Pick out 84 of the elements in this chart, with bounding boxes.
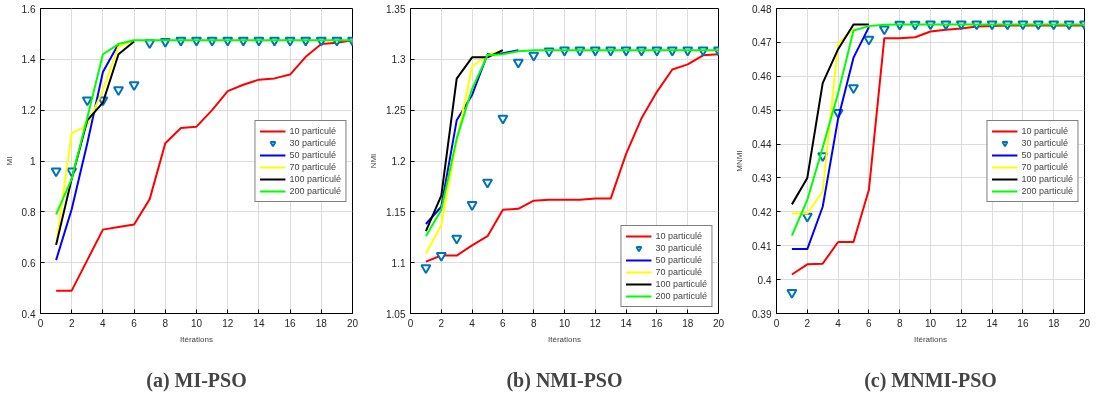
legend-label: 200 particulé: [1021, 184, 1073, 197]
x-tick-label: 18: [682, 317, 694, 329]
y-tick-label: 1.15: [386, 206, 406, 218]
x-tick-label: 12: [955, 317, 968, 329]
legend-label: 50 particulé: [289, 148, 336, 161]
y-tick-label: 0.47: [752, 37, 772, 49]
x-tick-label: 0: [773, 317, 780, 329]
legend-label: 10 particulé: [289, 124, 336, 137]
x-tick-label: 16: [1017, 317, 1029, 329]
legend-label: 30 particulé: [655, 242, 702, 254]
y-tick-label: 1.35: [386, 3, 406, 15]
legend-label: 10 particulé: [655, 230, 702, 242]
legend-label: 30 particulé: [289, 136, 336, 149]
legend-label: 50 particulé: [1021, 148, 1068, 161]
legend-label: 30 particulé: [1021, 136, 1068, 149]
x-tick-label: 6: [866, 317, 873, 329]
legend-label: 70 particulé: [1021, 160, 1068, 173]
x-tick-label: 8: [896, 317, 903, 329]
y-tick-label: 0.44: [752, 139, 772, 151]
y-axis-title: MNMI: [735, 150, 745, 172]
x-tick-label: 6: [500, 317, 507, 329]
y-tick-label: 0.4: [21, 308, 36, 320]
x-axis-title: Itérations: [548, 334, 581, 344]
x-tick-label: 2: [68, 317, 75, 329]
legend-label: 70 particulé: [289, 160, 336, 173]
legend-label: 70 particulé: [655, 266, 702, 278]
legend-label: 100 particulé: [655, 278, 707, 290]
y-tick-label: 0.4: [757, 274, 772, 286]
y-tick-label: 1.05: [386, 308, 406, 320]
legend-label: 100 particulé: [1021, 172, 1073, 185]
x-tick-label: 4: [835, 317, 842, 329]
y-tick-label: 0.6: [21, 257, 36, 269]
x-tick-label: 10: [558, 317, 571, 329]
x-tick-label: 4: [469, 317, 476, 329]
text: (b) NMI-PSO: [506, 368, 623, 392]
x-tick-label: 0: [37, 317, 44, 329]
x-tick-label: 16: [651, 317, 663, 329]
x-tick-label: 4: [100, 317, 107, 329]
y-tick-label: 1.2: [391, 156, 406, 167]
legend-label: 50 particulé: [655, 254, 702, 266]
y-tick-label: 0.41: [752, 240, 772, 252]
legend-label: 100 particulé: [289, 172, 341, 185]
x-tick-label: 8: [162, 317, 169, 329]
y-tick-label: 0.46: [752, 71, 772, 83]
x-tick-label: 18: [315, 317, 328, 329]
x-tick-label: 14: [620, 317, 633, 329]
y-tick-label: 0.45: [752, 105, 772, 117]
y-tick-label: 0.48: [752, 3, 772, 15]
x-tick-label: 2: [438, 317, 445, 329]
x-tick-label: 14: [253, 317, 265, 329]
x-axis-title: Itérations: [914, 334, 947, 344]
x-tick-label: 12: [222, 317, 234, 329]
x-tick-label: 20: [712, 317, 725, 329]
text: (c) MNMI-PSO: [864, 368, 997, 392]
y-tick-label: 1: [29, 156, 36, 167]
y-tick-label: 1.6: [21, 3, 36, 15]
x-tick-label: 14: [986, 317, 999, 329]
x-axis-title: Itérations: [180, 334, 213, 344]
y-tick-label: 1.3: [391, 54, 406, 66]
y-tick-label: 0.43: [752, 172, 772, 184]
x-tick-label: 16: [284, 317, 297, 329]
y-tick-label: 1.4: [21, 54, 36, 66]
text: (a) MI-PSO: [146, 368, 247, 392]
x-tick-label: 0: [407, 317, 414, 329]
x-tick-label: 18: [1048, 317, 1060, 329]
y-tick-label: 0.8: [21, 206, 36, 218]
y-axis-title: NMI: [369, 153, 379, 169]
x-tick-label: 10: [190, 317, 203, 329]
legend-label: 10 particulé: [1021, 124, 1068, 137]
x-tick-label: 6: [131, 317, 138, 329]
x-tick-label: 12: [589, 317, 602, 329]
legend-label: 200 particulé: [655, 290, 707, 302]
x-tick-label: 20: [1078, 317, 1091, 329]
x-tick-label: 20: [346, 317, 359, 329]
y-tick-label: 1.1: [391, 257, 406, 269]
y-tick-label: 1.25: [386, 105, 406, 117]
y-tick-label: 0.42: [752, 206, 772, 218]
x-tick-label: 2: [804, 317, 811, 329]
x-tick-label: 8: [530, 317, 537, 329]
y-axis-title: MI: [4, 156, 14, 166]
y-tick-label: 1.2: [21, 105, 36, 117]
legend-label: 200 particulé: [289, 184, 341, 197]
y-tick-label: 0.39: [752, 308, 772, 320]
x-tick-label: 10: [924, 317, 937, 329]
